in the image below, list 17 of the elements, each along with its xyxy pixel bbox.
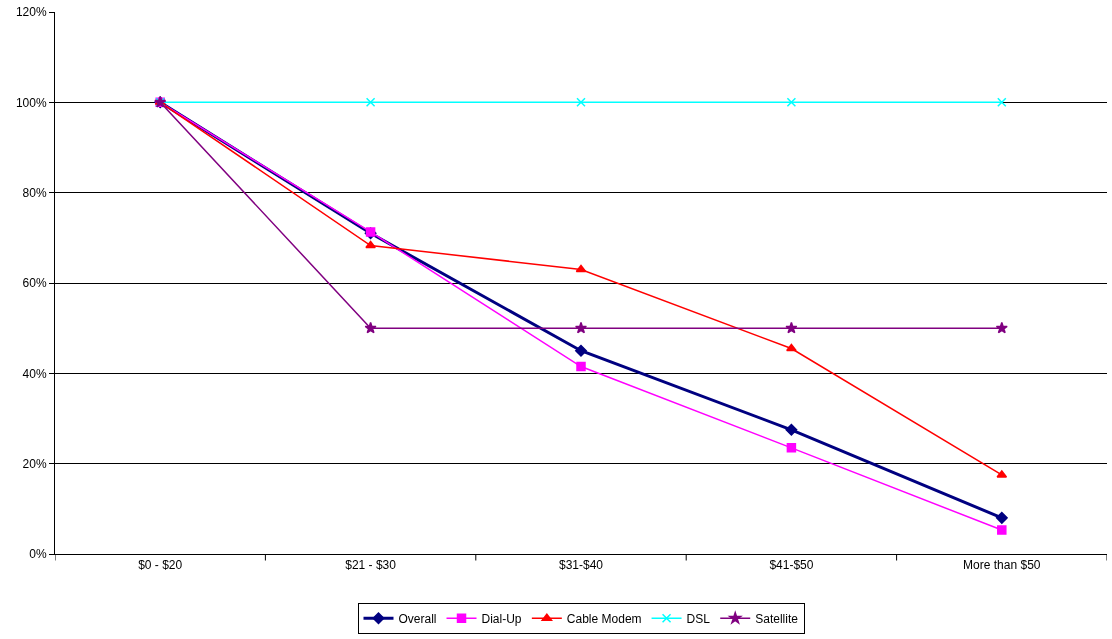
y-tick-label: 40% [22, 366, 47, 381]
legend-label: Satellite [755, 611, 799, 626]
y-tick-label: 100% [15, 95, 47, 110]
x-tick-label: More than $50 [963, 558, 1041, 573]
y-tick-label: 80% [22, 185, 47, 200]
y-tick-label: 20% [22, 456, 47, 471]
legend-label: DSL [686, 611, 711, 626]
y-tick-label: 60% [22, 276, 47, 291]
x-tick-label: $41-$50 [769, 558, 814, 573]
x-tick-label: $0 - $20 [138, 558, 183, 573]
y-tick-label: 0% [29, 547, 47, 562]
x-tick-label: $21 - $30 [345, 558, 397, 573]
legend-label: Overall [398, 611, 437, 626]
legend-label: Dial-Up [481, 611, 522, 626]
y-tick-label: 120% [15, 5, 47, 20]
legend-label: Cable Modem [566, 611, 642, 626]
x-tick-label: $31-$40 [558, 558, 604, 573]
